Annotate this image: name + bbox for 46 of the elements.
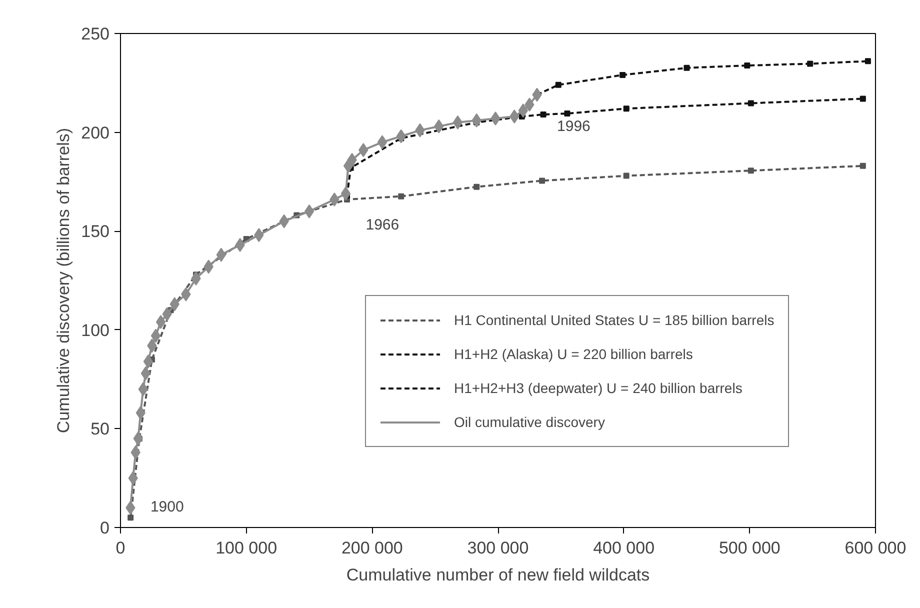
point	[398, 193, 404, 200]
y-tick-label: 50	[90, 420, 110, 439]
legend-label: H1+H2 (Alaska) U = 220 billion barrels	[454, 346, 693, 362]
point	[377, 135, 388, 150]
x-tick-label: 500 000	[718, 538, 780, 558]
point	[860, 96, 866, 102]
point	[474, 184, 480, 190]
point	[150, 328, 161, 343]
y-axis-title: Cumulative discovery (billions of barrels)	[54, 128, 74, 434]
x-tick-label: 200 000	[341, 538, 403, 558]
point	[128, 514, 134, 521]
point	[744, 62, 750, 69]
point	[452, 115, 463, 130]
x-tick-label: 300 000	[467, 538, 529, 558]
point	[684, 64, 690, 71]
point	[540, 112, 546, 118]
point	[555, 82, 562, 88]
point	[864, 58, 871, 64]
annotation: 1966	[366, 216, 400, 234]
x-tick-label: 600 000	[844, 538, 906, 558]
x-tick-label: 100 000	[216, 538, 278, 558]
y-tick-label: 100	[81, 320, 110, 340]
annotation: 1900	[150, 498, 184, 516]
annotation: 1996	[557, 118, 590, 135]
y-tick-label: 250	[81, 24, 110, 44]
y-tick-label: 150	[81, 222, 110, 242]
point	[620, 72, 626, 78]
point	[748, 100, 754, 106]
point	[623, 172, 630, 179]
point	[623, 106, 630, 112]
x-tick-label: 400 000	[593, 538, 655, 558]
point	[143, 354, 154, 369]
x-axis-title: Cumulative number of new field wildcats	[346, 566, 650, 584]
y-tick-label: 0	[100, 518, 110, 538]
point	[539, 178, 546, 184]
point	[564, 110, 570, 117]
legend-label: H1 Continental United States U = 185 billion barrels	[454, 312, 774, 328]
point	[860, 162, 866, 169]
y-tick-label: 200	[81, 123, 110, 142]
legend-label: Oil cumulative discovery	[454, 414, 605, 430]
point	[807, 60, 814, 67]
point	[748, 168, 754, 174]
point	[304, 204, 314, 218]
legend-label: H1+H2+H3 (deepwater) U = 240 billion barrels	[454, 380, 742, 396]
x-tick-label: 0	[116, 538, 126, 558]
point	[156, 314, 166, 329]
